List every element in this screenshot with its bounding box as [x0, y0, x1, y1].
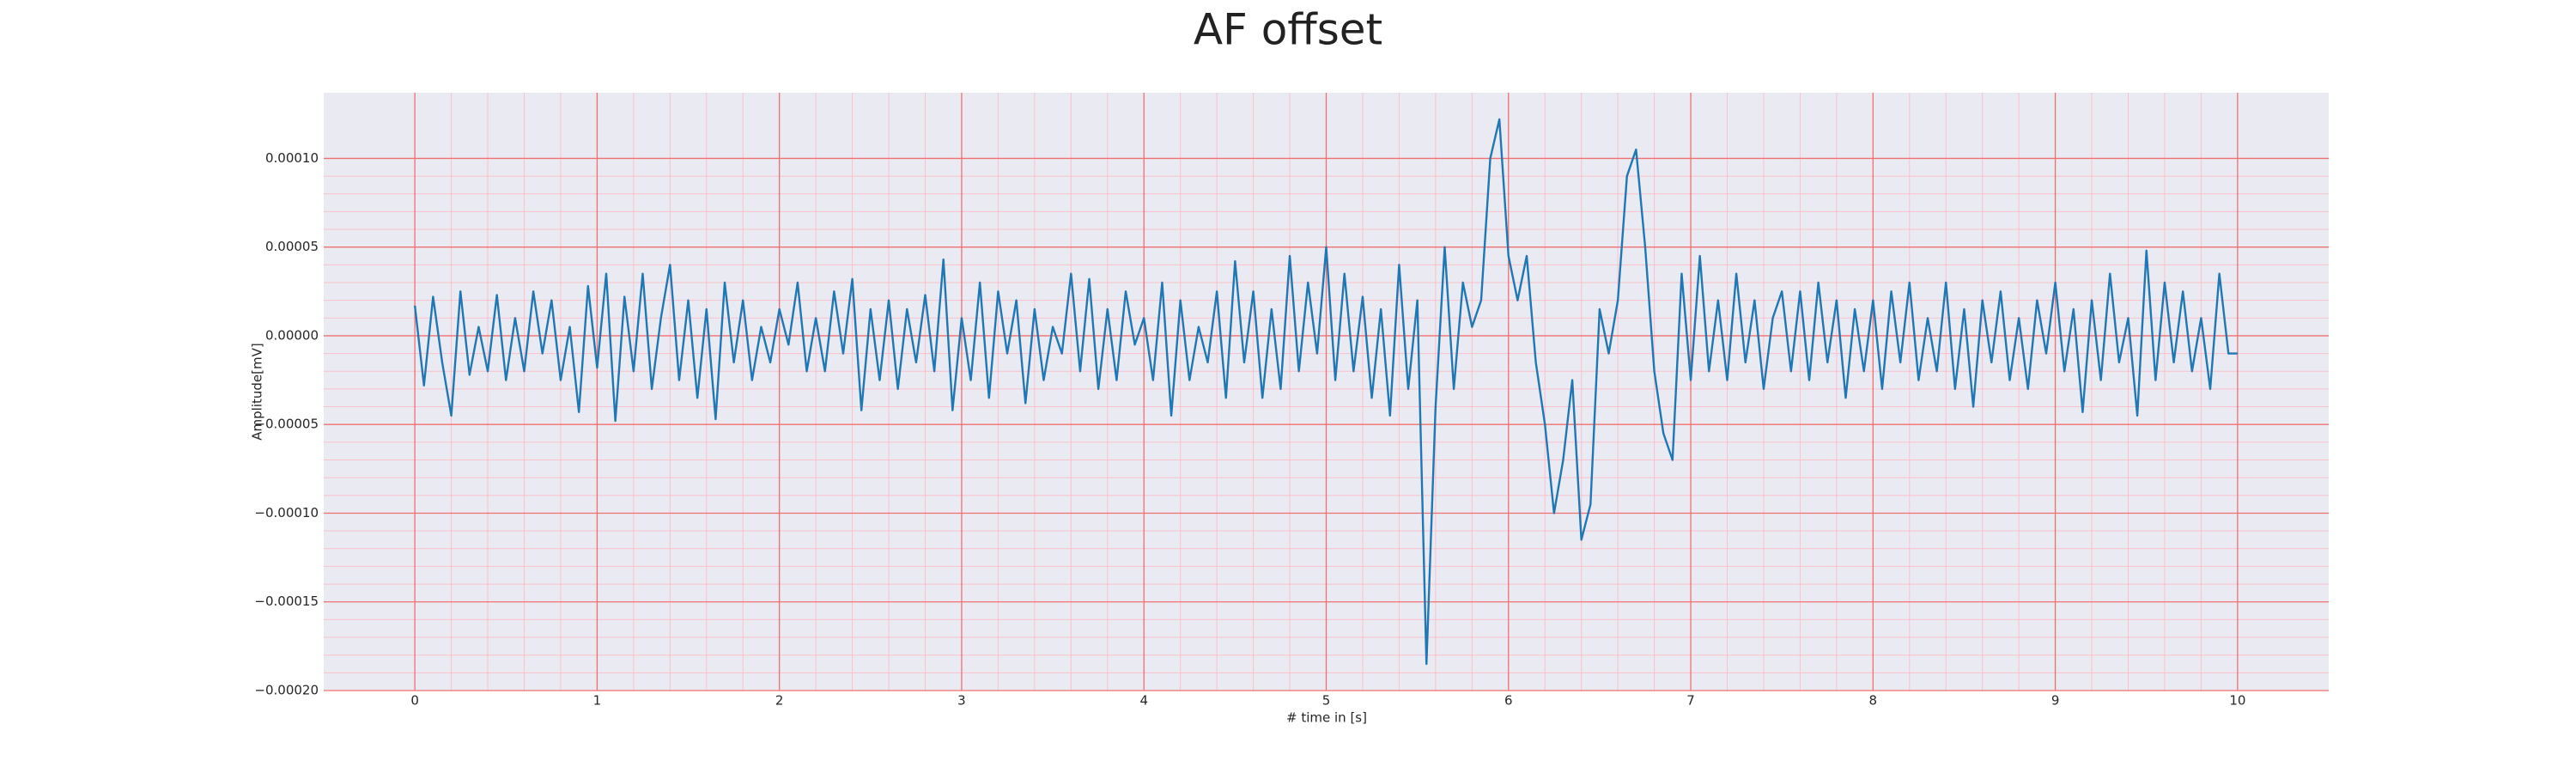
signal-line — [413, 118, 2238, 666]
x-tick-label: 1 — [593, 693, 602, 709]
y-tick-label: −0.00005 — [254, 417, 319, 432]
y-tick-label: −0.00015 — [254, 593, 319, 609]
x-tick-label: 7 — [1686, 693, 1695, 709]
x-tick-label: 8 — [1869, 693, 1878, 709]
x-tick-label: 10 — [2229, 693, 2245, 709]
x-tick-label: 4 — [1139, 693, 1148, 709]
y-tick-label: −0.00010 — [254, 505, 319, 520]
y-tick-label: 0.00005 — [265, 239, 319, 254]
x-tick-label: 6 — [1504, 693, 1513, 709]
y-tick-label: −0.00020 — [254, 683, 319, 698]
x-tick-label: 5 — [1322, 693, 1331, 709]
chart-title: AF offset — [1194, 5, 1382, 55]
x-tick-label: 9 — [2051, 693, 2060, 709]
y-tick-label: 0.00010 — [265, 150, 319, 166]
x-tick-label: 0 — [410, 693, 419, 709]
y-axis-label: Amplitude[mV] — [250, 343, 265, 440]
x-axis-label: # time in [s] — [1286, 710, 1367, 726]
x-tick-label: 2 — [775, 693, 784, 709]
y-tick-label: 0.00000 — [265, 327, 319, 343]
x-tick-label: 3 — [957, 693, 966, 709]
